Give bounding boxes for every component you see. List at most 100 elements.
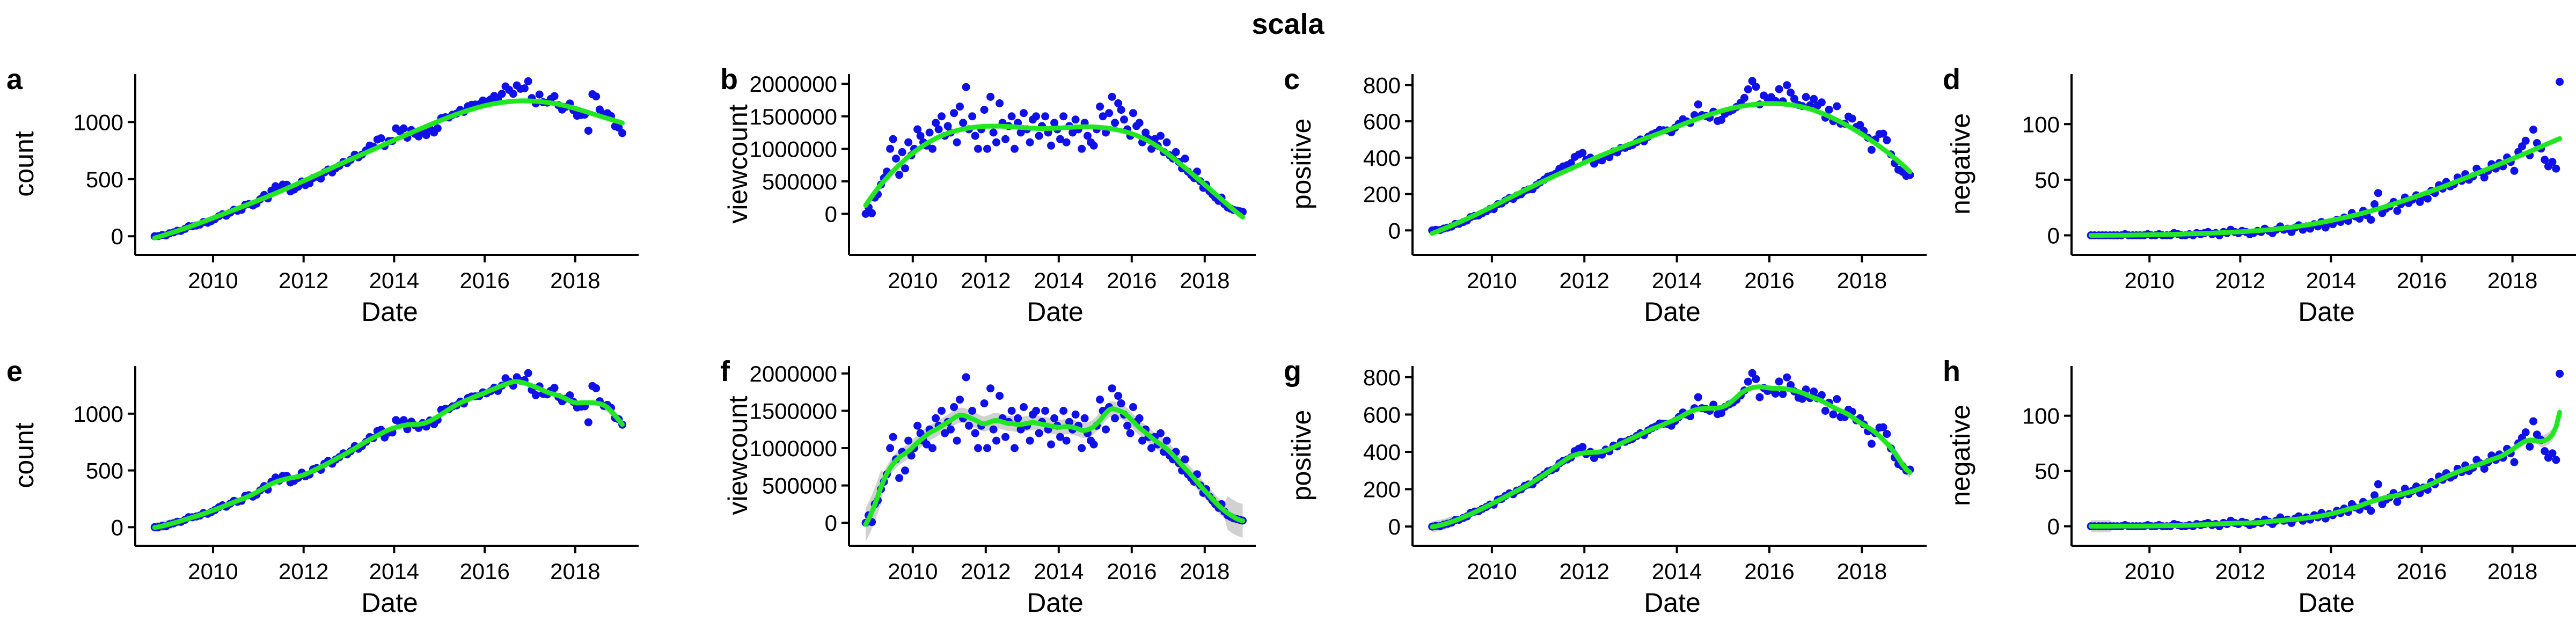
y-tick-label: 0 — [2047, 223, 2060, 248]
data-point — [1062, 138, 1071, 147]
panel-e: 2010 2012 2014 2016 2018 0 500 1000 Date count e — [6, 355, 639, 618]
data-point — [1879, 129, 1887, 138]
data-point — [1790, 94, 1798, 103]
y-tick-label: 0 — [825, 510, 837, 536]
data-point — [2370, 200, 2379, 208]
data-point — [1105, 109, 1114, 118]
data-point — [1825, 105, 1833, 114]
x-tick-label: 2014 — [1652, 559, 1702, 584]
data-point — [1020, 109, 1028, 118]
data-point — [1007, 407, 1016, 415]
y-tick-label: 600 — [1363, 402, 1401, 427]
x-tick-label: 2018 — [2487, 268, 2537, 293]
smooth-line — [2088, 136, 2563, 238]
data-point — [1111, 119, 1119, 127]
data-point — [1035, 131, 1043, 140]
panel-letter: b — [720, 63, 738, 96]
panel-letter: g — [1284, 355, 1301, 387]
data-point — [974, 144, 982, 153]
data-point — [377, 134, 385, 143]
data-point — [1181, 455, 1189, 464]
data-point — [1135, 119, 1144, 127]
data-point — [965, 421, 973, 430]
data-point — [1016, 425, 1025, 434]
data-point — [886, 144, 895, 153]
x-tick-label: 2018 — [1180, 559, 1230, 584]
data-point — [904, 436, 913, 445]
data-point — [1833, 395, 1841, 404]
x-axis-title: Date — [361, 588, 418, 618]
y-tick-label: 0 — [111, 515, 123, 540]
data-point — [938, 407, 946, 415]
data-point — [1001, 433, 1009, 441]
data-point — [1752, 375, 1760, 383]
x-tick-label: 2016 — [459, 268, 509, 293]
data-point — [992, 436, 1000, 445]
data-point — [938, 112, 946, 121]
data-point — [1129, 403, 1137, 411]
data-point — [1016, 128, 1025, 137]
data-point — [1059, 112, 1068, 121]
data-point — [1089, 141, 1098, 150]
y-axis-title: negative — [1945, 113, 1975, 215]
data-point — [2374, 480, 2382, 488]
x-tick-label: 2010 — [2125, 559, 2175, 584]
data-point — [2393, 497, 2402, 506]
data-point — [2556, 78, 2564, 86]
x-tick-label: 2010 — [1467, 268, 1517, 293]
data-point — [1147, 144, 1155, 153]
data-point — [1026, 138, 1034, 147]
y-tick-label: 0 — [825, 201, 837, 226]
data-point — [1050, 414, 1059, 422]
data-point — [923, 440, 931, 449]
panel-c: 2010 2012 2014 2016 2018 0 200 400 600 800 Date pos… — [1284, 63, 1927, 327]
x-axis-title: Date — [361, 297, 418, 327]
data-point — [2552, 164, 2560, 173]
data-point — [2510, 458, 2519, 466]
data-point — [1089, 440, 1098, 449]
panel-f: 2010 2012 2014 2016 2018 0 500000 1000000 150000… — [720, 355, 1256, 618]
data-point — [1108, 92, 1116, 101]
data-point — [889, 135, 897, 143]
data-point — [925, 128, 934, 137]
data-point — [913, 125, 922, 134]
smooth-line — [152, 98, 625, 240]
data-point — [992, 138, 1000, 147]
data-point — [1007, 112, 1016, 121]
y-tick-label: 50 — [2035, 459, 2060, 484]
x-tick-label: 2012 — [1560, 559, 1609, 584]
data-point — [2526, 442, 2534, 451]
x-tick-label: 2014 — [1652, 268, 1702, 293]
data-point — [932, 119, 940, 127]
data-point — [1141, 128, 1150, 137]
x-tick-label: 2010 — [888, 559, 938, 584]
confidence-ribbon — [1432, 384, 1910, 532]
x-tick-label: 2014 — [369, 559, 419, 584]
data-point — [399, 416, 408, 425]
data-point — [886, 444, 895, 452]
data-point — [1172, 148, 1180, 156]
smooth-line — [1430, 101, 1913, 236]
data-point — [943, 122, 952, 130]
data-point — [1147, 444, 1155, 452]
data-point — [941, 429, 949, 437]
y-axis-title: positive — [1286, 119, 1316, 210]
data-point — [980, 106, 989, 114]
data-point — [980, 399, 989, 408]
y-axis-title: positive — [1286, 410, 1316, 501]
x-tick-label: 2018 — [550, 268, 600, 293]
data-point — [968, 407, 977, 415]
data-point — [1744, 377, 1752, 386]
figure-title: scala — [1252, 8, 1324, 40]
x-tick-label: 2012 — [961, 559, 1011, 584]
data-point — [1817, 98, 1826, 107]
data-point — [913, 421, 922, 430]
data-point — [1080, 414, 1089, 422]
x-tick-label: 2016 — [2397, 559, 2447, 584]
x-tick-label: 2014 — [2306, 559, 2356, 584]
y-tick-label: 1000000 — [749, 136, 837, 162]
data-point — [1071, 410, 1080, 419]
smooth-line — [1430, 384, 1913, 530]
smooth-line — [2088, 409, 2563, 529]
data-point — [895, 171, 904, 179]
